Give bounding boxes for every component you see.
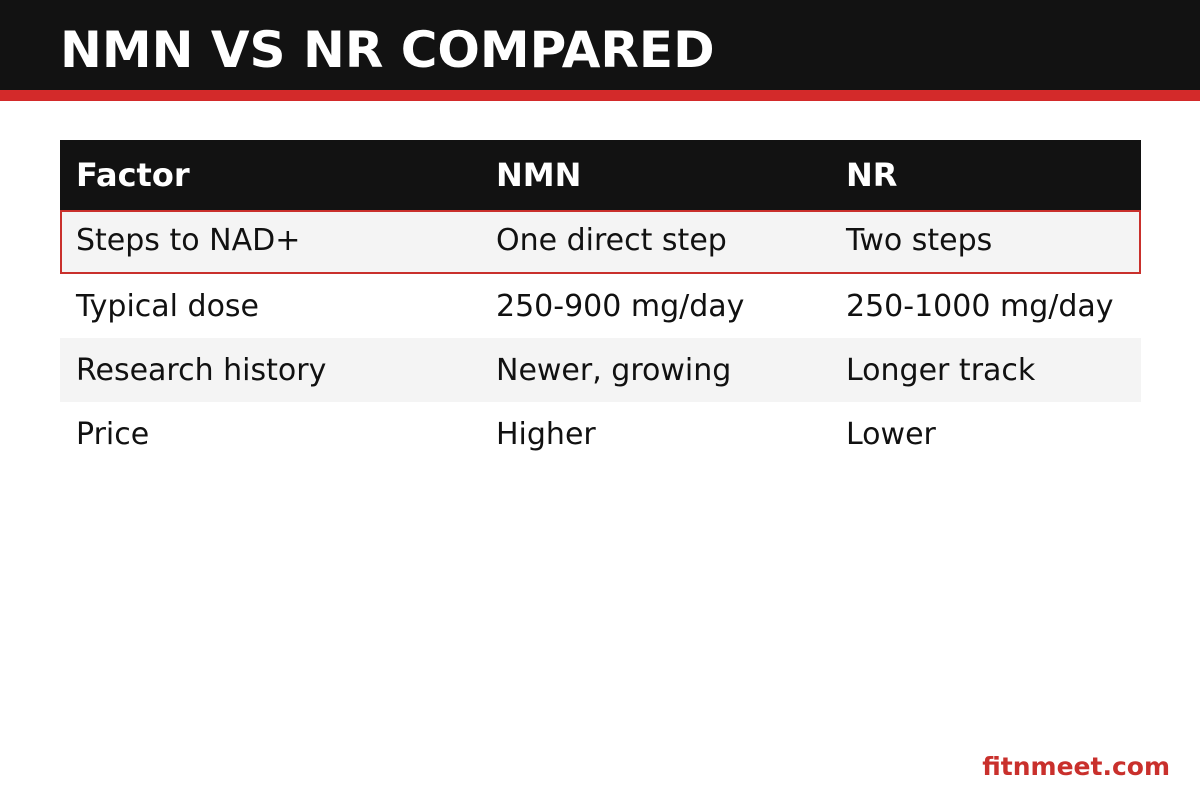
row-factor-cell: Typical dose — [76, 288, 260, 324]
table-row-steps-highlighted: Steps to NAD+ One direct step Two steps — [60, 210, 1141, 274]
row-nmn-cell: Newer, growing — [496, 352, 732, 388]
brand-watermark: fitnmeet.com — [982, 752, 1170, 781]
row-factor-cell: Research history — [76, 352, 327, 388]
row-nr-cell: Longer track — [846, 352, 1036, 388]
column-header-nr: NR — [846, 156, 898, 194]
table-row-price: Price Higher Lower — [60, 402, 1141, 466]
row-nmn-cell: Higher — [496, 416, 596, 452]
row-nr-cell: Two steps — [846, 222, 993, 258]
row-factor-cell: Steps to NAD+ — [76, 222, 301, 258]
row-factor-cell: Price — [76, 416, 150, 452]
column-header-factor: Factor — [76, 156, 190, 194]
title-banner: NMN VS NR COMPARED — [0, 0, 1200, 90]
comparison-table: Factor NMN NR Steps to NAD+ One direct s… — [60, 140, 1141, 466]
column-header-nmn: NMN — [496, 156, 582, 194]
row-nmn-cell: 250-900 mg/day — [496, 288, 745, 324]
table-row-research: Research history Newer, growing Longer t… — [60, 338, 1141, 402]
row-nmn-cell: One direct step — [496, 222, 727, 258]
table-header-row: Factor NMN NR — [60, 140, 1141, 210]
table-row-dose: Typical dose 250-900 mg/day 250-1000 mg/… — [60, 274, 1141, 338]
row-nr-cell: Lower — [846, 416, 936, 452]
accent-divider — [0, 90, 1200, 101]
row-nr-cell: 250-1000 mg/day — [846, 288, 1114, 324]
page-title: NMN VS NR COMPARED — [60, 21, 715, 79]
